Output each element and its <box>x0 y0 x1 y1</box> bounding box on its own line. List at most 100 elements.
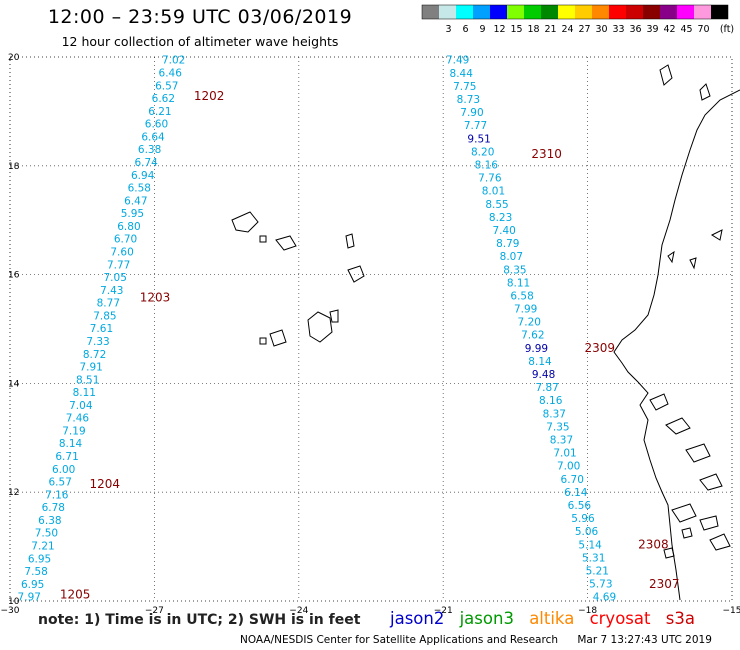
colorbar-tick-label: 6 <box>462 24 468 35</box>
colorbar-swatch <box>524 5 541 19</box>
wave-height-label: 6.57 <box>155 80 178 92</box>
y-tick-label: 12 <box>8 488 19 498</box>
wave-height-label: 9.51 <box>467 133 490 145</box>
wave-height-label: 6.95 <box>21 579 44 591</box>
colorbar-tick-label: 3 <box>445 24 451 35</box>
wave-height-label: 9.48 <box>532 369 555 381</box>
wave-height-label: 5.06 <box>575 526 599 538</box>
wave-height-label: 6.70 <box>114 234 137 246</box>
colorbar-swatch <box>473 5 490 19</box>
colorbar-tick-label: 30 <box>595 24 607 35</box>
coastline-segment <box>665 417 691 435</box>
colorbar-swatch <box>456 5 473 19</box>
colorbar-swatch <box>507 5 524 19</box>
colorbar-swatch <box>490 5 507 19</box>
wave-height-label: 7.91 <box>79 362 102 374</box>
time-label: 2310 <box>531 147 562 161</box>
wave-height-label: 7.46 <box>66 413 90 425</box>
time-label: 2307 <box>649 577 680 591</box>
colorbar-swatch <box>422 5 439 19</box>
coastline-segment <box>269 329 287 347</box>
x-tick-label: −18 <box>578 606 597 616</box>
colorbar-tick-label: 27 <box>578 24 590 35</box>
colorbar-swatch <box>541 5 558 19</box>
wave-height-label: 7.75 <box>453 81 476 93</box>
time-label: 1202 <box>194 89 225 103</box>
coastline-segment <box>710 229 723 241</box>
wave-height-label: 6.64 <box>141 131 165 143</box>
colorbar-swatch <box>439 5 456 19</box>
colorbar-tick-label: 45 <box>680 24 692 35</box>
y-tick-label: 20 <box>8 53 20 63</box>
wave-height-label: 7.90 <box>460 107 483 119</box>
x-tick-label: −15 <box>723 606 740 616</box>
wave-height-label: 5.95 <box>121 208 144 220</box>
colorbar-swatch <box>626 5 643 19</box>
time-label: 1204 <box>90 477 121 491</box>
wave-height-label: 6.00 <box>52 464 75 476</box>
y-tick-label: 18 <box>8 162 20 172</box>
wave-height-label: 6.38 <box>38 515 61 527</box>
wave-height-label: 7.21 <box>31 541 54 553</box>
wave-height-label: 5.31 <box>582 552 605 564</box>
wave-height-label: 6.47 <box>124 195 147 207</box>
wave-height-label: 6.56 <box>568 500 592 512</box>
wave-height-label: 6.38 <box>138 144 161 156</box>
time-label: 2308 <box>638 537 669 551</box>
wave-height-label: 9.99 <box>525 343 548 355</box>
wave-height-label: 7.97 <box>18 592 41 604</box>
colorbar-frame <box>421 4 729 20</box>
wave-height-label: 7.60 <box>110 246 133 258</box>
wave-height-label: 6.95 <box>28 553 51 565</box>
colorbar-swatch <box>711 5 728 19</box>
wave-height-label: 5.96 <box>571 513 595 525</box>
colorbar-tick-label: 21 <box>544 24 556 35</box>
coastline-segment <box>259 337 267 345</box>
wave-height-label: 7.99 <box>514 304 537 316</box>
wave-height-label: 8.23 <box>489 212 512 224</box>
coastline-segment <box>699 473 723 491</box>
footer-note: note: 1) Time is in UTC; 2) SWH is in fe… <box>38 612 361 628</box>
track-2: 7.498.447.758.737.907.779.518.208.167.76… <box>446 55 680 604</box>
wave-height-label: 8.20 <box>471 146 494 158</box>
wave-height-label: 6.14 <box>564 487 588 499</box>
wave-height-label: 8.01 <box>482 186 505 198</box>
colorbar-tick-label: 39 <box>646 24 658 35</box>
colorbar-tick-label: 9 <box>479 24 485 35</box>
wave-height-label: 6.74 <box>134 157 158 169</box>
wave-height-label: 8.55 <box>485 199 508 211</box>
wave-height-label: 7.00 <box>557 461 580 473</box>
credit-text: NOAA/NESDIS Center for Satellite Applica… <box>240 634 558 646</box>
legend-cryosat: cryosat <box>589 609 651 628</box>
wave-height-label: 6.60 <box>145 119 168 131</box>
wave-height-label: 8.51 <box>76 374 99 386</box>
legend-altika: altika <box>529 609 575 628</box>
wave-height-label: 5.21 <box>586 565 609 577</box>
wave-height-label: 8.07 <box>500 251 523 263</box>
coastline-segment <box>345 233 355 249</box>
colorbar-tick-label: 15 <box>510 24 522 35</box>
wave-height-label: 7.35 <box>546 421 569 433</box>
legend-jason2: jason2 <box>390 609 445 628</box>
coastline-segment <box>307 311 333 343</box>
wave-height-label: 7.33 <box>86 336 109 348</box>
coastline-segment <box>659 64 673 86</box>
chart-title: 12:00 – 23:59 UTC 03/06/2019 <box>47 6 353 28</box>
coastline-segment <box>663 547 675 559</box>
wave-height-label: 6.58 <box>510 290 533 302</box>
wave-height-label: 6.80 <box>117 221 140 233</box>
y-tick-label: 14 <box>8 379 20 389</box>
wave-height-label: 6.94 <box>131 170 155 182</box>
wave-height-label: 6.46 <box>159 68 183 80</box>
wave-height-label: 7.50 <box>35 528 58 540</box>
coastline-segment <box>347 265 365 283</box>
coastline-segment <box>649 393 669 411</box>
coastline-segment <box>613 89 740 601</box>
colorbar-swatch <box>575 5 592 19</box>
colorbar-tick-label: 12 <box>493 24 505 35</box>
time-label: 2309 <box>584 341 615 355</box>
time-label: 1203 <box>140 290 171 304</box>
y-tick-label: 10 <box>8 597 20 607</box>
wave-height-label: 7.01 <box>553 448 576 460</box>
